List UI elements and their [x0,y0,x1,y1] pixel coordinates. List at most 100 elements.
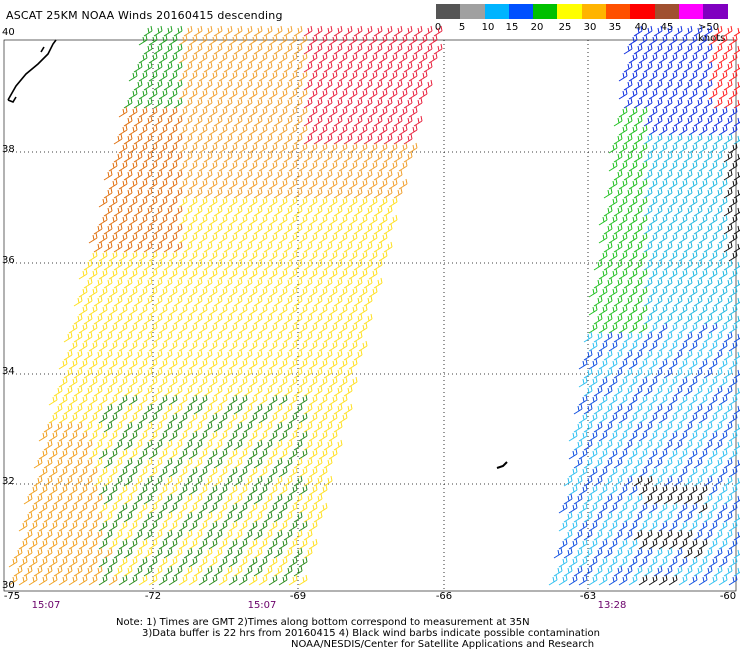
wind-barb [293,403,303,415]
wind-barb [303,43,313,55]
wind-barb [83,367,93,379]
wind-barb [43,511,53,523]
wind-barb [368,232,378,244]
wind-barb [218,574,228,586]
wind-barb [728,412,738,424]
wind-barb [363,295,373,307]
wind-barb [663,223,673,235]
wind-barb [648,340,658,352]
wind-barb [83,349,93,361]
wind-barb [298,484,308,496]
wind-barb [718,358,728,370]
wind-barb [688,430,698,442]
wind-barb [618,520,628,532]
wind-barb [648,304,658,316]
wind-barb [138,322,148,334]
wind-barb [188,160,198,172]
wind-barb [608,178,618,190]
wind-barb [653,493,663,505]
colorbar-segment [557,4,582,19]
wind-barb [153,61,163,73]
wind-barb [638,412,648,424]
wind-barb [83,313,93,325]
wind-barb [418,88,428,100]
wind-barb [718,430,728,442]
wind-barb [278,196,288,208]
wind-barb [333,313,343,325]
wind-barb [108,304,118,316]
wind-barb [193,511,203,523]
wind-barb [313,385,323,397]
wind-barb [148,250,158,262]
wind-barb [288,214,298,226]
wind-barb [338,376,348,388]
wind-barb [698,430,708,442]
wind-barb [118,430,128,442]
wind-barb [678,232,688,244]
wind-barb [223,331,233,343]
wind-barb [553,547,563,559]
wind-barb [188,232,198,244]
wind-barb [93,331,103,343]
wind-barb [253,493,263,505]
wind-barb [638,502,648,514]
wind-barb [313,313,323,325]
wind-barb [633,43,643,55]
wind-barb [188,376,198,388]
wind-barb [568,556,578,568]
wind-barb [263,475,273,487]
wind-barb [88,574,98,586]
wind-barb [268,520,278,532]
wind-barb [183,457,193,469]
wind-barb [33,457,43,469]
wind-barb [393,133,403,145]
wind-barb [203,97,213,109]
wind-barb [168,178,178,190]
wind-barb [348,268,358,280]
wind-barb [93,367,103,379]
wind-barb [208,520,218,532]
wind-barb [273,61,283,73]
wind-barbs-layer [8,25,740,586]
wind-barb [708,376,718,388]
wind-barb [653,565,663,577]
wind-barb [268,142,278,154]
wind-barb [293,133,303,145]
wind-barb [638,304,648,316]
wind-barb [618,574,628,586]
wind-barb [393,151,403,163]
wind-barb [208,286,218,298]
wind-barb [338,250,348,262]
wind-barb [723,187,733,199]
wind-barb [358,322,368,334]
wind-barb [58,358,68,370]
wind-barb [298,142,308,154]
wind-barb [613,187,623,199]
wind-barb [153,277,163,289]
wind-barb [413,25,423,37]
wind-barb [138,70,148,82]
wind-barb [598,430,608,442]
wind-barb [168,124,178,136]
wind-barb [723,97,733,109]
wind-barb [188,304,198,316]
wind-barb [318,178,328,190]
wind-barb [208,88,218,100]
wind-barb [263,151,273,163]
wind-barb [93,349,103,361]
wind-barb [263,187,273,199]
wind-barb [198,106,208,118]
wind-barb [673,133,683,145]
wind-barb [313,205,323,217]
wind-barb [78,304,88,316]
wind-barb [668,358,678,370]
wind-barb [608,574,618,586]
wind-barb [193,403,203,415]
wind-barb [313,187,323,199]
wind-barb [153,385,163,397]
wind-barb [138,358,148,370]
wind-barb [103,169,113,181]
wind-barb [653,421,663,433]
wind-barb [683,295,693,307]
wind-barb [408,142,418,154]
